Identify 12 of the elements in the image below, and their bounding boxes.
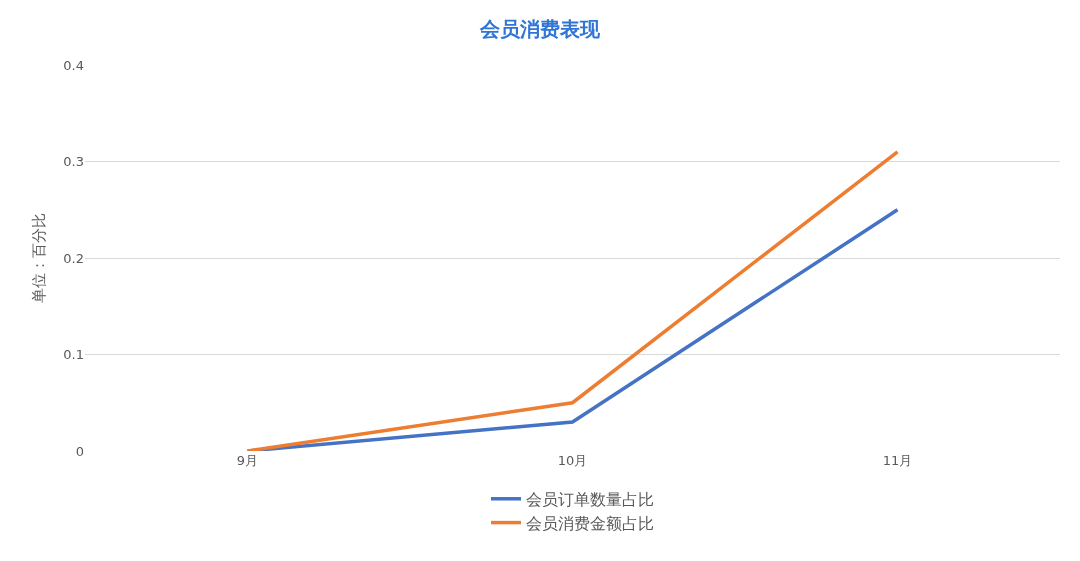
legend-label: 会员消费金额占比 [526,513,654,533]
y-axis-title: 单位：百分比 [29,213,48,303]
legend-label: 会员订单数量占比 [526,490,654,510]
y-tick-label: 0.4 [63,57,84,73]
y-tick-label: 0 [75,443,84,459]
y-tick-label: 0.1 [63,347,84,363]
x-tick-label: 9月 [236,453,259,468]
chart-title: 会员消费表现 [479,17,601,42]
x-tick-label: 11月 [882,453,913,468]
y-tick-label: 0.2 [63,250,84,266]
y-tick-label: 0.3 [63,154,84,170]
x-tick-label: 10月 [557,453,588,468]
